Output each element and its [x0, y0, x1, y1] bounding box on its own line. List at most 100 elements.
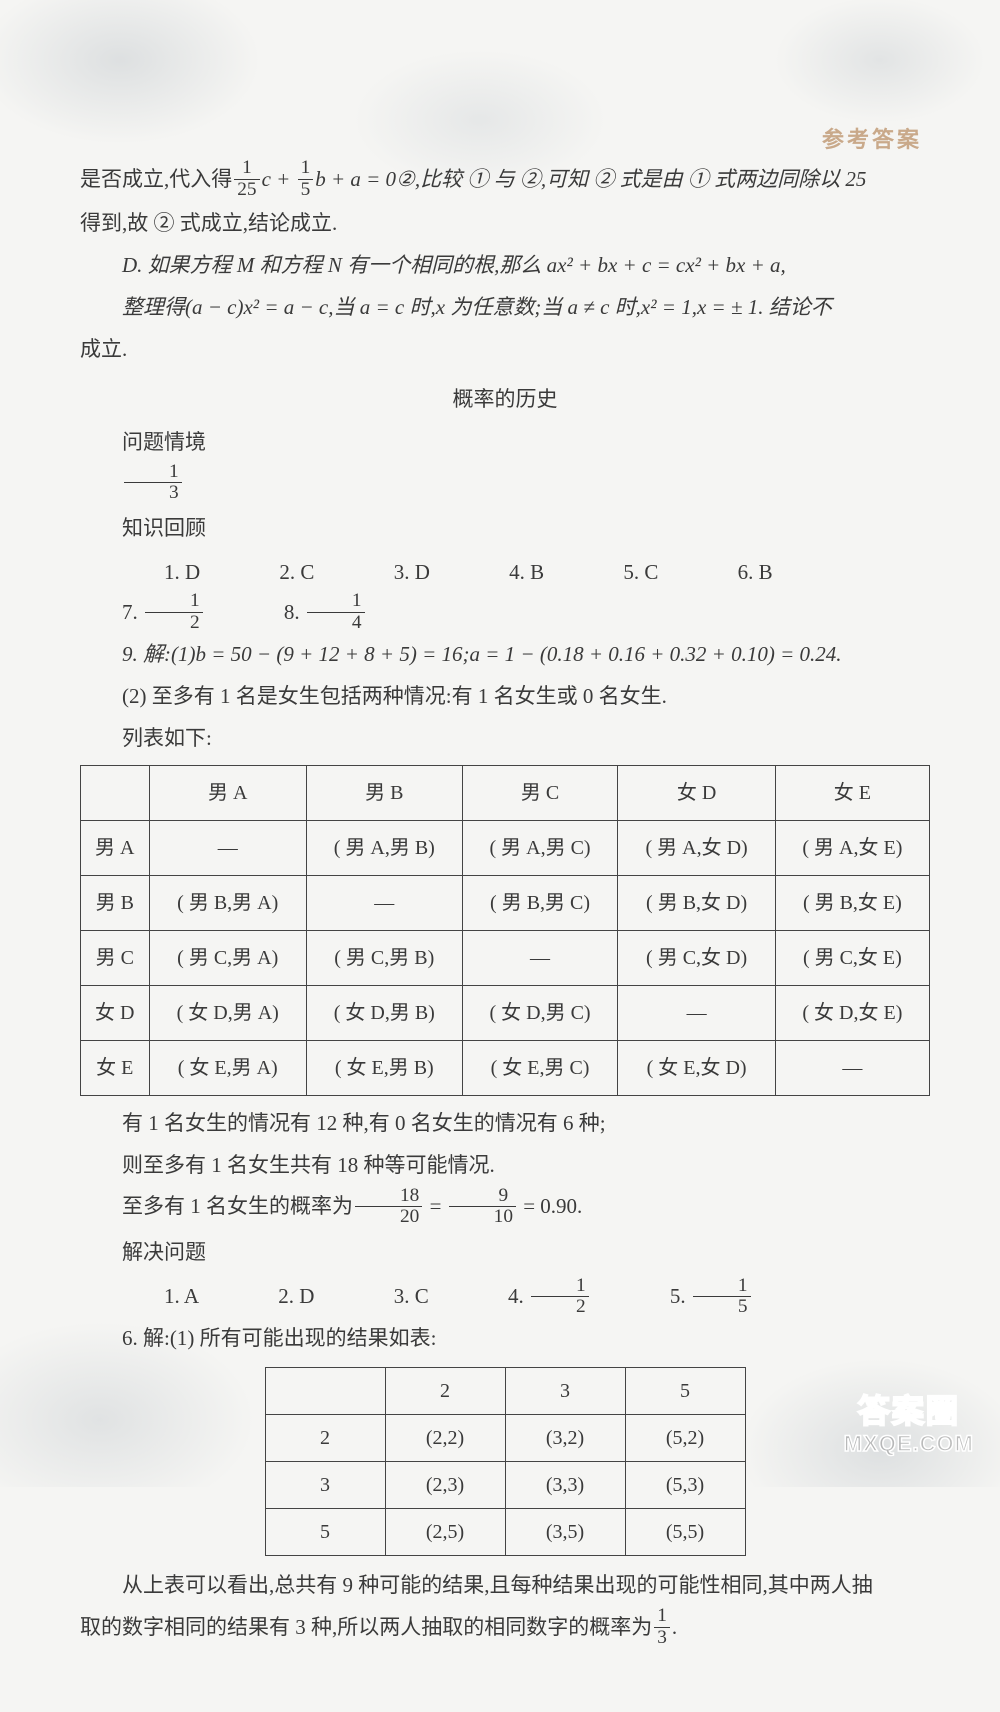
page-content: 是否成立,代入得125c + 15b + a = 0②,比较 ① 与 ②,可知 … — [0, 0, 1000, 1712]
table-cell: ( 女 E,女 D) — [618, 1040, 775, 1095]
section-title: 概率的历史 — [80, 380, 930, 420]
numerator: 1 — [234, 158, 259, 178]
after1-line1: 有 1 名女生的情况有 12 种,有 0 名女生的情况有 6 种; — [80, 1104, 930, 1144]
table-header: 男 A — [149, 765, 306, 820]
sec1-line9b: (2) 至多有 1 名是女生包括两种情况:有 1 名女生或 0 名女生. — [80, 677, 930, 717]
sec1-line9a: 9. 解:(1)b = 50 − (9 + 12 + 8 + 5) = 16;a… — [80, 635, 930, 675]
numerator: 1 — [298, 158, 314, 178]
text: c + — [262, 167, 296, 191]
text: b + a = 0②,比较 ① 与 ②,可知 ② 式是由 ① 式两边同除以 25 — [315, 167, 866, 191]
answer-item: 4. B — [467, 553, 544, 593]
table-cell: — — [775, 1040, 929, 1095]
table-row: 2 (2,2) (3,2) (5,2) — [265, 1415, 745, 1462]
table-cell: 3 — [505, 1368, 625, 1415]
block1-line1: 是否成立,代入得125c + 15b + a = 0②,比较 ① 与 ②,可知 … — [80, 160, 930, 202]
table-cell: ( 男 A,男 B) — [306, 820, 462, 875]
denominator: 3 — [654, 1627, 670, 1648]
block1-line2: 得到,故 ② 式成立,结论成立. — [80, 204, 930, 244]
table-cell: ( 男 A,男 C) — [462, 820, 618, 875]
table-cell: ( 男 C,男 A) — [149, 930, 306, 985]
text: 至多有 1 名女生的概率为 — [122, 1194, 353, 1218]
denominator: 3 — [124, 482, 182, 503]
denominator: 2 — [531, 1296, 589, 1317]
table-cell: ( 女 D,男 C) — [462, 985, 618, 1040]
table-cell: ( 男 A,女 D) — [618, 820, 775, 875]
sub-title-review: 知识回顾 — [80, 509, 930, 549]
after1-line3: 至多有 1 名女生的概率为1820 = 910 = 0.90. — [80, 1187, 930, 1229]
denominator: 25 — [234, 179, 259, 200]
table-row: 女 E ( 女 E,男 A) ( 女 E,男 B) ( 女 E,男 C) ( 女… — [81, 1040, 930, 1095]
text: = — [424, 1194, 446, 1218]
table-cell: ( 男 B,女 D) — [618, 875, 775, 930]
denominator: 10 — [449, 1206, 516, 1227]
block1-line4: 整理得(a − c)x² = a − c,当 a = c 时,x 为任意数;当 … — [80, 288, 930, 328]
answer-item: 8. 14 — [242, 593, 367, 635]
fraction: 15 — [298, 158, 314, 200]
numerator: 1 — [693, 1276, 751, 1296]
denominator: 2 — [145, 612, 203, 633]
table-cell: — — [462, 930, 618, 985]
text: . — [672, 1615, 677, 1639]
table-cell: 5 — [625, 1368, 745, 1415]
denominator: 20 — [355, 1206, 422, 1227]
table-cell: (3,5) — [505, 1509, 625, 1556]
text: 取的数字相同的结果有 3 种,所以两人抽取的相同数字的概率为 — [80, 1615, 652, 1639]
table-cell: (5,3) — [625, 1462, 745, 1509]
sec1-line9c: 列表如下: — [80, 719, 930, 759]
text: 9. 解:(1)b = 50 − (9 + 12 + 8 + 5) = 16;a… — [122, 642, 842, 666]
answer-item: 2. C — [237, 553, 314, 593]
fraction: 12 — [145, 591, 203, 633]
numerator: 1 — [307, 591, 365, 611]
fraction-line: 13 — [80, 463, 930, 505]
after2-line2: 取的数字相同的结果有 3 种,所以两人抽取的相同数字的概率为13. — [80, 1608, 930, 1650]
numerator: 1 — [654, 1606, 670, 1626]
table-cell: — — [306, 875, 462, 930]
table-cell: (2,2) — [385, 1415, 505, 1462]
answer-row-1: 1. D 2. C 3. D 4. B 5. C 6. B 7. 12 8. 1… — [80, 553, 930, 635]
fraction: 125 — [234, 158, 259, 200]
table-cell: ( 女 E,男 B) — [306, 1040, 462, 1095]
after2-line1: 从上表可以看出,总共有 9 种可能的结果,且每种结果出现的可能性相同,其中两人抽 — [80, 1566, 930, 1606]
row-label: 女 E — [81, 1040, 150, 1095]
fraction: 15 — [693, 1276, 751, 1318]
answer-row-2: 1. A 2. D 3. C 4. 12 5. 15 — [80, 1277, 930, 1319]
table-cell: (5,2) — [625, 1415, 745, 1462]
numerator: 18 — [355, 1186, 422, 1206]
table-row: 3 (2,3) (3,3) (5,3) — [265, 1462, 745, 1509]
table-cell: ( 男 A,女 E) — [775, 820, 929, 875]
table-cell: ( 女 D,男 A) — [149, 985, 306, 1040]
answer-item: 7. 12 — [80, 593, 205, 635]
table-cell: — — [618, 985, 775, 1040]
denominator: 5 — [693, 1296, 751, 1317]
table-cell: (3,3) — [505, 1462, 625, 1509]
block1-line3: D. 如果方程 M 和方程 N 有一个相同的根,那么 ax² + bx + c … — [80, 246, 930, 286]
text: = 0.90. — [518, 1194, 582, 1218]
label: 8. — [284, 600, 305, 624]
table-header — [81, 765, 150, 820]
answer-item: 1. D — [122, 553, 200, 593]
table-cell: ( 女 E,男 C) — [462, 1040, 618, 1095]
fraction: 13 — [654, 1606, 670, 1648]
table-cell: — — [149, 820, 306, 875]
label: 7. — [122, 600, 143, 624]
table-cell: (3,2) — [505, 1415, 625, 1462]
answer-item: 5. 15 — [628, 1277, 753, 1319]
table-cell: ( 男 C,男 B) — [306, 930, 462, 985]
table-cell — [265, 1368, 385, 1415]
table-cell: ( 男 B,男 C) — [462, 875, 618, 930]
table-cell: 2 — [265, 1415, 385, 1462]
table-header: 女 E — [775, 765, 929, 820]
numerator: 1 — [124, 462, 182, 482]
table-cell: ( 女 D,男 B) — [306, 985, 462, 1040]
table-cell: (2,5) — [385, 1509, 505, 1556]
numerator: 1 — [531, 1276, 589, 1296]
table-row: 5 (2,5) (3,5) (5,5) — [265, 1509, 745, 1556]
probability-table-2: 2 3 5 2 (2,2) (3,2) (5,2) 3 (2,3) (3,3) … — [265, 1367, 746, 1556]
fraction: 910 — [449, 1186, 516, 1228]
table-header: 女 D — [618, 765, 775, 820]
label: 4. — [508, 1284, 529, 1308]
fraction: 1820 — [355, 1186, 422, 1228]
answer-item: 6. B — [696, 553, 773, 593]
label: 5. — [670, 1284, 691, 1308]
numerator: 1 — [145, 591, 203, 611]
